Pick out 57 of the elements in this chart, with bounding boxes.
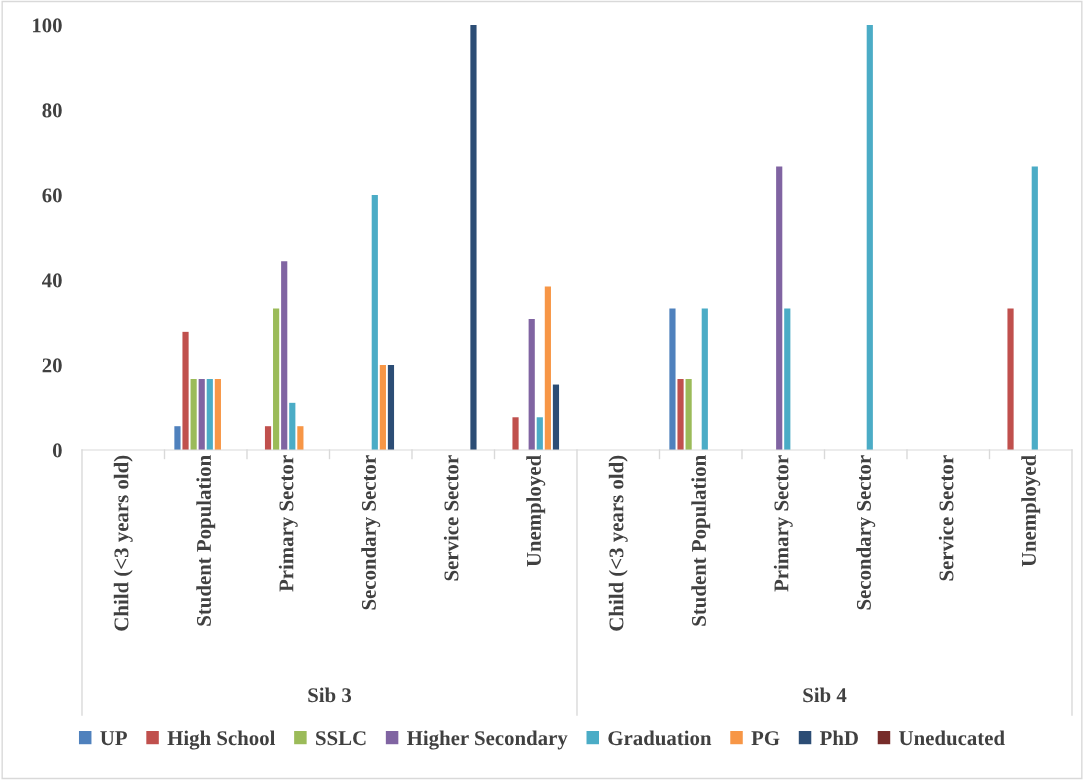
y-tick-label: 100 [32, 18, 62, 33]
x-tick-label: Child (<3 years old) [608, 455, 628, 631]
x-tick-label: Child (<3 years old) [113, 455, 133, 631]
bar [470, 25, 477, 450]
x-tick-label: Service Sector [443, 455, 459, 581]
bar [297, 426, 304, 450]
bar [1007, 308, 1014, 450]
legend-label: PhD [819, 730, 858, 745]
bar [273, 308, 280, 450]
bar [677, 379, 684, 450]
y-tick-label: 60 [42, 188, 62, 203]
bar [1031, 166, 1038, 450]
bar [182, 331, 189, 450]
bar [174, 426, 181, 450]
bar [552, 384, 560, 450]
x-tick-label: Student Population [196, 455, 216, 626]
text: Sib 4 [803, 687, 847, 703]
bar [512, 417, 519, 450]
bar [190, 379, 197, 450]
x-tick-label: Service Sector [938, 455, 954, 581]
bar [544, 286, 551, 450]
bar [281, 261, 288, 450]
x-tick-label: Unemployed [526, 455, 546, 567]
legend-label: SSLC [316, 731, 366, 746]
bar [701, 308, 708, 450]
legend-label: UP [100, 731, 127, 746]
bar [264, 426, 272, 450]
x-tick-label: Primary Sector [773, 455, 793, 592]
legend-label: Uneducated [899, 730, 1005, 746]
y-tick-label: 0 [52, 443, 62, 458]
legend-label: Higher Secondary [407, 730, 568, 750]
bar [528, 319, 535, 450]
legend-label: High School [167, 730, 276, 750]
y-tick-label: 20 [42, 358, 62, 373]
x-tick-label: Primary Sector [278, 455, 298, 592]
bar [206, 379, 213, 450]
bar [289, 402, 296, 450]
bar [866, 25, 873, 450]
legend-label: Graduation [608, 730, 712, 746]
x-tick-label: Secondary Sector [361, 455, 381, 610]
bar [214, 379, 221, 450]
bar [669, 308, 676, 450]
bar [379, 365, 386, 450]
bar [784, 308, 791, 450]
bar [685, 379, 692, 450]
x-tick-label: Unemployed [1021, 455, 1041, 567]
bar [776, 166, 783, 450]
bar [198, 379, 205, 450]
bar [371, 195, 378, 450]
bar [387, 365, 395, 450]
y-tick-label: 40 [42, 273, 62, 288]
bar [536, 417, 543, 450]
y-tick-label: 80 [42, 103, 62, 118]
x-tick-label: Secondary Sector [856, 455, 876, 610]
text: Sib 3 [308, 687, 352, 703]
legend-label: PG [751, 731, 780, 746]
x-tick-label: Student Population [691, 455, 711, 626]
